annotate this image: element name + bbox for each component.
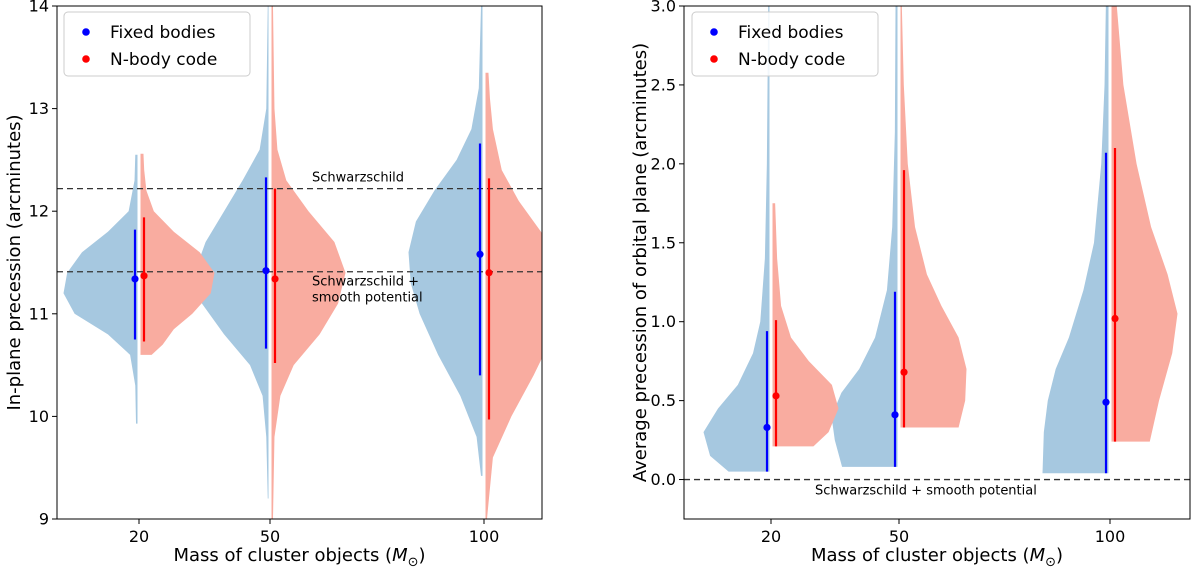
y-tick-label: 11 (29, 304, 49, 323)
violin-right-20 (140, 153, 215, 355)
y-tick-label: 2.5 (651, 75, 676, 94)
y-axis-label: In-plane precession (arcminutes) (4, 114, 25, 410)
y-axis-label: Average precession of orbital plane (arc… (630, 43, 651, 482)
y-tick-label: 13 (29, 99, 49, 118)
legend: Fixed bodies N-body code (63, 11, 251, 77)
median-point-right-50 (900, 368, 908, 376)
x-tick-label: 50 (260, 527, 280, 546)
median-point-right-50 (271, 275, 279, 283)
right-chart-panel: Schwarzschild + smooth potential 0.0 0.5 1.… (630, 0, 1191, 570)
x-axis-label: Mass of cluster objects (M⊙) (173, 545, 425, 570)
median-point-left-100 (1102, 398, 1110, 406)
violin-right-100 (1111, 6, 1178, 442)
y-tick-label: 9 (39, 510, 49, 529)
x-axis-label-symbol: M (392, 545, 408, 566)
violin-left-20 (63, 154, 138, 424)
reference-line-label: Schwarzschild (312, 171, 404, 186)
y-tick-label: 0.5 (651, 391, 676, 410)
x-tick-label: 20 (761, 527, 781, 546)
legend-marker (710, 55, 718, 63)
violin-right-20 (772, 203, 839, 447)
legend-box (63, 11, 251, 77)
violin-right-50 (271, 6, 346, 519)
median-point-right-20 (140, 272, 148, 280)
x-axis-label-text: Mass of cluster objects ( (173, 545, 392, 566)
y-tick-label: 10 (29, 407, 49, 426)
x-axis-label-subscript: ⊙ (1045, 555, 1056, 570)
y-tick-label: 2.0 (651, 154, 676, 173)
legend-marker (82, 28, 90, 36)
x-axis-label-text: Mass of cluster objects ( (811, 545, 1030, 566)
y-tick-label: 14 (29, 0, 49, 16)
violin-left-50 (831, 6, 898, 467)
x-tick-label: 50 (889, 527, 909, 546)
legend-label: N-body code (738, 50, 845, 70)
axes-frame (56, 5, 543, 520)
plot-area (703, 6, 1178, 474)
median-point-right-100 (1111, 314, 1119, 323)
violin-left-50 (194, 6, 269, 499)
legend-label: Fixed bodies (738, 23, 844, 43)
reference-line-label: Schwarzschild + smooth potential (815, 484, 1037, 499)
violin-left-100 (1042, 6, 1109, 474)
median-point-left-100 (476, 250, 484, 258)
y-tick-label: 1.0 (651, 312, 676, 331)
x-tick-label: 20 (129, 527, 149, 546)
y-tick-label: 0.0 (651, 470, 676, 489)
violin-right-50 (900, 6, 967, 428)
legend-label: Fixed bodies (110, 23, 216, 43)
x-axis-label-close: ) (419, 545, 426, 566)
median-point-left-50 (262, 267, 270, 275)
violin-right-100 (485, 72, 542, 519)
legend-marker (710, 28, 718, 36)
y-tick-label: 3.0 (651, 0, 676, 16)
y-tick-label: 1.5 (651, 233, 676, 252)
reference-line-label: Schwarzschild + (312, 275, 419, 290)
plot-area (63, 6, 542, 519)
median-point-left-20 (763, 423, 771, 432)
median-point-left-20 (131, 275, 139, 283)
x-axis-label-close: ) (1056, 545, 1063, 566)
y-tick-label: 12 (29, 202, 49, 221)
violin-left-20 (703, 6, 770, 472)
legend-box (691, 11, 879, 77)
reference-line-label-2: smooth potential (312, 291, 423, 306)
median-point-right-20 (772, 392, 780, 400)
median-point-left-50 (891, 411, 899, 419)
x-axis-label: Mass of cluster objects (M⊙) (811, 545, 1063, 570)
median-point-right-100 (485, 269, 493, 277)
left-chart-panel: Schwarzschild Schwarzschild +smooth poten… (4, 0, 543, 570)
violin-left-100 (408, 6, 483, 476)
legend-label: N-body code (110, 50, 217, 70)
x-axis-label-symbol: M (1030, 545, 1046, 566)
x-tick-label: 100 (1095, 527, 1126, 546)
legend-marker (82, 55, 90, 63)
legend: Fixed bodies N-body code (691, 11, 879, 77)
x-tick-label: 100 (469, 527, 500, 546)
axes-frame (683, 5, 1191, 520)
x-axis-label-subscript: ⊙ (408, 555, 419, 570)
